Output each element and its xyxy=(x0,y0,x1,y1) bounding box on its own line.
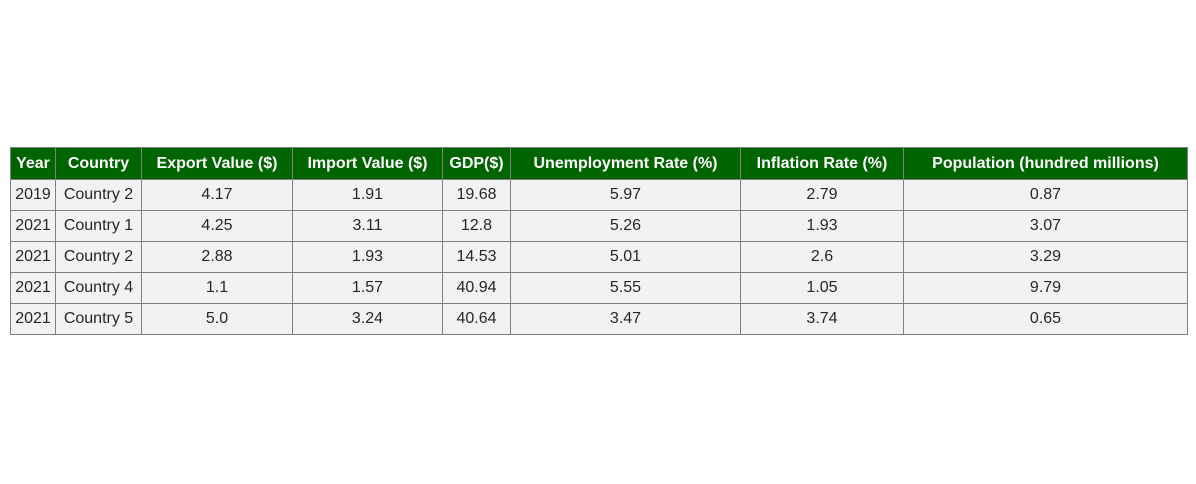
table-cell: 2.88 xyxy=(141,241,293,273)
table-cell: 12.8 xyxy=(442,210,511,242)
column-header: Inflation Rate (%) xyxy=(740,147,904,180)
table-cell: 3.47 xyxy=(510,303,741,335)
table-cell: 5.26 xyxy=(510,210,741,242)
table-cell: Country 2 xyxy=(55,179,142,211)
table-cell: 2021 xyxy=(10,210,56,242)
table-cell: 2019 xyxy=(10,179,56,211)
table-cell: 3.29 xyxy=(903,241,1188,273)
table-cell: Country 1 xyxy=(55,210,142,242)
column-header: Export Value ($) xyxy=(141,147,293,180)
table-cell: 3.24 xyxy=(292,303,443,335)
table-cell: 2021 xyxy=(10,241,56,273)
table-cell: Country 4 xyxy=(55,272,142,304)
column-header: Year xyxy=(10,147,56,180)
header-row: Year Country Export Value ($) Import Value … xyxy=(10,147,1188,180)
table-cell: 5.55 xyxy=(510,272,741,304)
table-row: 2021 Country 4 1.1 1.57 40.94 5.55 1.05 9.79 xyxy=(10,272,1188,304)
table-cell: 5.97 xyxy=(510,179,741,211)
table-row: 2021 Country 2 2.88 1.93 14.53 5.01 2.6 3.29 xyxy=(10,241,1188,273)
table-cell: 19.68 xyxy=(442,179,511,211)
table-cell: 0.65 xyxy=(903,303,1188,335)
table-cell: Country 5 xyxy=(55,303,142,335)
table-cell: 14.53 xyxy=(442,241,511,273)
table-cell: 5.0 xyxy=(141,303,293,335)
table-cell: 3.74 xyxy=(740,303,904,335)
table-cell: 4.25 xyxy=(141,210,293,242)
column-header: GDP($) xyxy=(442,147,511,180)
data-table: Year Country Export Value ($) Import Value … xyxy=(10,147,1188,335)
column-header: Country xyxy=(55,147,142,180)
table-cell: 0.87 xyxy=(903,179,1188,211)
table-cell: Country 2 xyxy=(55,241,142,273)
column-header: Population (hundred millions) xyxy=(903,147,1188,180)
table-cell: 1.93 xyxy=(740,210,904,242)
table-cell: 40.94 xyxy=(442,272,511,304)
table-cell: 5.01 xyxy=(510,241,741,273)
table-cell: 3.07 xyxy=(903,210,1188,242)
table-cell: 1.05 xyxy=(740,272,904,304)
table-cell: 3.11 xyxy=(292,210,443,242)
table-body: 2019 Country 2 4.17 1.91 19.68 5.97 2.79 0.87 20… xyxy=(10,179,1188,335)
table-cell: 1.93 xyxy=(292,241,443,273)
table-cell: 2.6 xyxy=(740,241,904,273)
column-header: Unemployment Rate (%) xyxy=(510,147,741,180)
table-cell: 1.57 xyxy=(292,272,443,304)
column-header: Import Value ($) xyxy=(292,147,443,180)
table-cell: 4.17 xyxy=(141,179,293,211)
table-cell: 40.64 xyxy=(442,303,511,335)
table-cell: 2.79 xyxy=(740,179,904,211)
table-row: 2021 Country 1 4.25 3.11 12.8 5.26 1.93 3.07 xyxy=(10,210,1188,242)
table-cell: 2021 xyxy=(10,303,56,335)
table-cell: 2021 xyxy=(10,272,56,304)
table-cell: 9.79 xyxy=(903,272,1188,304)
table-cell: 1.91 xyxy=(292,179,443,211)
table-row: 2021 Country 5 5.0 3.24 40.64 3.47 3.74 0.65 xyxy=(10,303,1188,335)
table-cell: 1.1 xyxy=(141,272,293,304)
table-row: 2019 Country 2 4.17 1.91 19.68 5.97 2.79 0.87 xyxy=(10,179,1188,211)
